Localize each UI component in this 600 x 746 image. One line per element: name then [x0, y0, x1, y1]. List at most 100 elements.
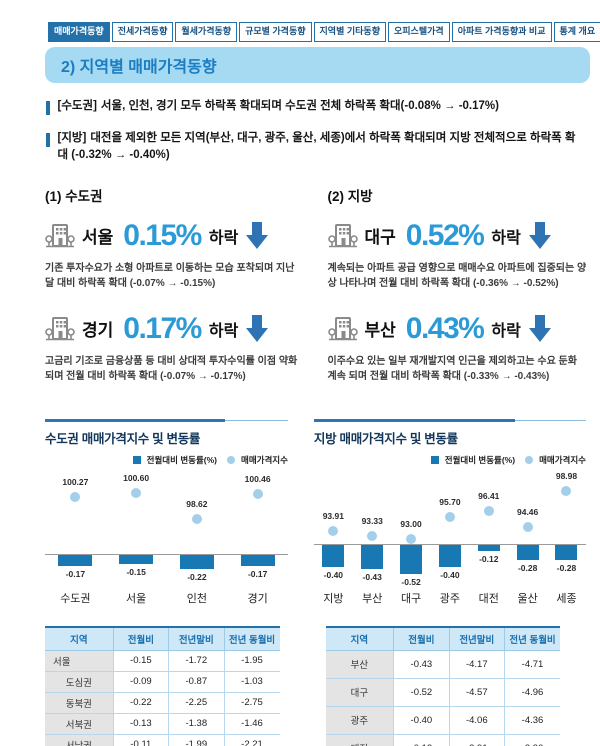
tab-2[interactable]: 월세가격동향: [175, 22, 238, 42]
change-value-label: -0.40: [440, 570, 460, 581]
tab-7[interactable]: 통계 개요: [553, 22, 600, 42]
down-arrow-icon: [528, 315, 551, 343]
section-rule: [313, 418, 586, 422]
stat-seoul: 서울 0.15% 하락 기존 투자수요가 소형 아파트로 이동하는 모습 포착되…: [45, 219, 306, 292]
value-cell: -0.22: [112, 691, 170, 714]
category-label: 세종: [556, 592, 577, 605]
value-cell: -1.99: [168, 733, 225, 746]
section-sudogwon: (1) 수도권 서울 0.15% 하락 기존 투자수요가 소형 아파트로 이동하…: [45, 185, 306, 405]
chart-jibang: 지방 매매가격지수 및 변동률 전월대비 변동률(%) 매매가격지수 93.91…: [313, 418, 586, 610]
value-cell: -4.06: [448, 705, 506, 735]
value-cell: -0.13: [112, 712, 170, 735]
section-heading: (2) 지방: [327, 188, 373, 204]
stat-value: 0.52%: [405, 218, 485, 252]
region-cell: 광주: [325, 705, 395, 735]
stat-direction: 하락: [208, 322, 239, 340]
category-label: 서울: [126, 592, 147, 605]
change-value-label: -0.12: [479, 554, 499, 565]
table-row: 동북권 -0.22 -2.25 -2.75: [45, 691, 280, 714]
change-bar: [361, 544, 384, 569]
table-row: 부산 -0.43 -4.17 -4.71: [325, 649, 560, 679]
index-dot: [328, 526, 339, 537]
value-cell: -1.95: [223, 649, 280, 672]
change-value-label: -0.40: [323, 570, 344, 581]
table-row: 도심권 -0.09 -0.87 -1.03: [45, 670, 280, 693]
value-cell: -0.87: [168, 670, 225, 693]
region-cell: 대구: [325, 677, 395, 707]
value-cell: -1.72: [168, 649, 225, 672]
page-title: 2) 지역별 매매가격동향: [45, 46, 590, 83]
stat-region: 대구: [364, 228, 396, 248]
change-bar: [477, 544, 500, 552]
value-cell: -0.43: [393, 649, 450, 679]
index-dot: [70, 491, 81, 502]
tab-3[interactable]: 규모별 가격동향: [239, 22, 312, 42]
region-stats-grid: (1) 수도권 서울 0.15% 하락 기존 투자수요가 소형 아파트로 이동하…: [45, 185, 588, 405]
category-label: 지방: [323, 592, 344, 605]
stat-description: 계속되는 아파트 공급 영향으로 매매수요 아파트에 집중되는 양상 나타나며 …: [327, 262, 587, 290]
index-dot: [522, 521, 533, 532]
region-cell: 동북권: [45, 691, 114, 714]
value-cell: -2.91: [448, 733, 506, 746]
stat-description: 이주수요 있는 일부 재개발지역 인근을 제외하고는 수요 둔화 계속 되며 전…: [327, 355, 577, 383]
table-row: 광주 -0.40 -4.06 -4.36: [325, 705, 560, 735]
change-bar: [516, 544, 539, 561]
bar-legend-label: 전월대비 변동률(%): [146, 454, 217, 465]
table-row: 대전-0.12-2.91-3.36: [325, 733, 560, 746]
chart-sudogwon: 수도권 매매가격지수 및 변동률 전월대비 변동률(%) 매매가격지수 100.…: [45, 418, 288, 610]
stat-value: 0.43%: [405, 311, 485, 345]
change-value-label: -0.22: [187, 571, 207, 582]
index-value-label: 96.41: [478, 491, 500, 502]
chart-plot: 100.27 -0.17 수도권 100.60 -0.15 서울 98.62 -0.22 인천 1…: [45, 468, 288, 610]
index-dot: [252, 489, 263, 500]
tab-5[interactable]: 오피스텔가격: [388, 22, 450, 42]
index-legend-label: 매매가격지수: [241, 454, 288, 465]
chart-title: 수도권 매매가격지수 및 변동률: [45, 431, 201, 446]
tab-1[interactable]: 전세가격동향: [111, 22, 174, 42]
category-label: 울산: [517, 592, 538, 605]
change-bar: [58, 554, 93, 566]
tab-6[interactable]: 아파트 가격동향과 비교: [451, 22, 552, 42]
category-label: 대전: [478, 592, 499, 605]
value-cell: -2.25: [168, 691, 225, 714]
stat-region: 부산: [364, 321, 396, 341]
category-label: 광주: [439, 592, 461, 605]
index-value-label: 100.60: [123, 472, 150, 483]
region-cell: 대전: [325, 733, 395, 746]
index-dot: [561, 485, 572, 496]
region-cell: 부산: [325, 649, 395, 679]
building-icon: [45, 316, 75, 342]
column-header: 전년말비: [448, 626, 506, 651]
region-cell: 서북권: [45, 712, 114, 735]
value-cell: -4.36: [504, 705, 560, 735]
bar-legend-label: 전월대비 변동률(%): [444, 454, 516, 465]
category-label: 부산: [362, 592, 383, 605]
stat-region: 경기: [82, 321, 114, 341]
value-cell: -0.15: [112, 649, 170, 672]
building-icon: [327, 223, 358, 249]
category-label: 경기: [247, 592, 268, 605]
value-cell: -4.57: [448, 677, 506, 707]
region-cell: 서남권: [45, 733, 114, 746]
index-value-label: 95.70: [439, 496, 461, 507]
stat-gyeonggi: 경기 0.17% 하락 고금리 기조로 금융상품 등 대비 상대적 투자수익률 …: [45, 312, 306, 385]
index-legend-swatch: [525, 455, 534, 464]
category-label: 수도권: [60, 592, 91, 605]
column-header: 전년말비: [168, 626, 225, 651]
jibang-table: 지역 전월비 전년말비 전년 동월비 부산 -0.43 -4.17 -4.71 대구 -0.52-…: [325, 625, 560, 746]
tab-0[interactable]: 매매가격동향: [48, 22, 110, 42]
charts-row: 수도권 매매가격지수 및 변동률 전월대비 변동률(%) 매매가격지수 100.…: [45, 418, 586, 610]
index-value-label: 93.33: [361, 515, 383, 526]
building-icon: [45, 223, 75, 249]
stat-region: 서울: [82, 228, 114, 248]
value-cell: -4.96: [504, 677, 560, 707]
stat-description: 고금리 기조로 금융상품 등 대비 상대적 투자수익률 이점 약화되며 전월 대…: [45, 355, 298, 383]
value-cell: -0.52: [393, 677, 450, 707]
index-value-label: 98.98: [555, 470, 578, 481]
index-dot: [367, 530, 378, 541]
bullet-tag: [지방]: [57, 132, 87, 145]
table-row: 대구 -0.52 -4.57 -4.96: [325, 677, 560, 707]
table-header-row: 지역 전월비 전년말비 전년 동월비: [325, 626, 560, 651]
tab-4[interactable]: 지역별 기타동향: [313, 22, 386, 42]
